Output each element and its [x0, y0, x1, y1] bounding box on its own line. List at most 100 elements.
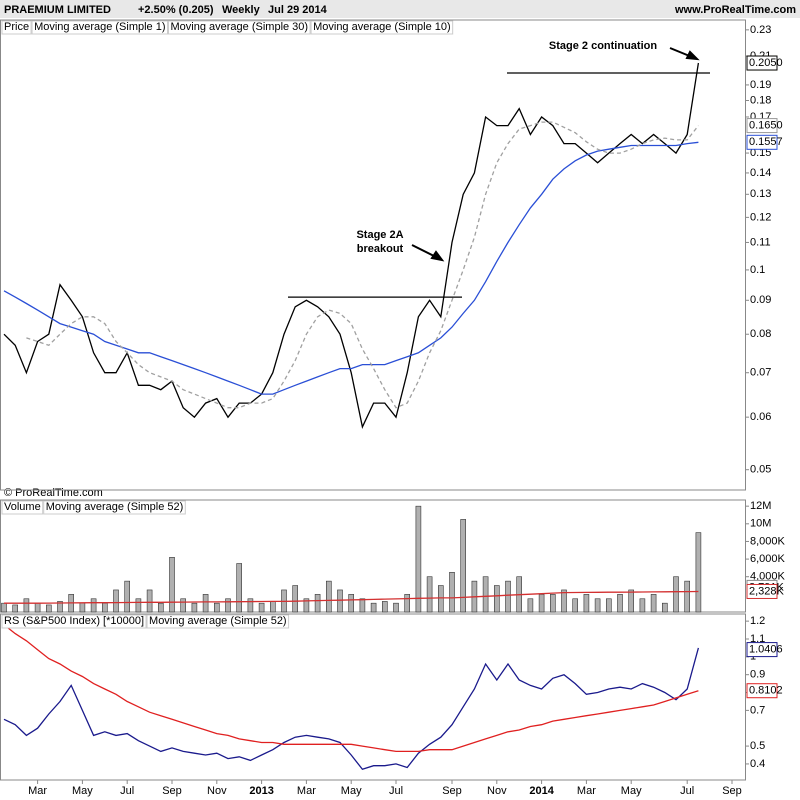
series-line: [4, 590, 699, 604]
x-tick-label: Sep: [442, 785, 462, 797]
volume-bar: [549, 594, 556, 613]
volume-bar: [169, 557, 175, 613]
y-tick-label: 0.1: [750, 264, 765, 276]
volume-bar: [247, 598, 254, 613]
legend-box: [146, 614, 290, 629]
copyright: © ProRealTime.com: [4, 487, 103, 499]
series-line: [3, 141, 699, 395]
value-marker: [746, 55, 778, 71]
legend-label: Volume: [4, 501, 41, 513]
y-tick-label: 8,000K: [750, 535, 786, 547]
y-tick-label: 1.1: [750, 633, 765, 645]
volume-bar: [12, 604, 18, 613]
y-tick-label: 0.13: [750, 188, 771, 200]
y-tick-label: 1.2: [750, 615, 765, 627]
panel-frame: [0, 613, 746, 781]
volume-bar: [180, 598, 186, 613]
series-line: [3, 647, 700, 771]
series-line: [26, 121, 699, 409]
volume-bar: [426, 576, 433, 613]
volume-bar: [617, 594, 623, 613]
x-tick-label: Mar: [577, 785, 596, 797]
volume-bar: [359, 598, 366, 613]
period: Weekly: [222, 4, 261, 16]
x-tick-label: Sep: [162, 785, 182, 797]
legend-label: Moving average (Simple 10): [313, 21, 451, 33]
change: +2.50% (0.205): [138, 4, 214, 16]
volume-bar: [661, 602, 668, 613]
site: www.ProRealTime.com: [674, 4, 796, 16]
legend-box: [310, 20, 454, 35]
x-tick-label: May: [72, 785, 93, 797]
volume-bar: [124, 580, 130, 613]
volume-bar: [1, 602, 7, 613]
legend-label: Price: [4, 21, 29, 33]
volume-bar: [314, 594, 321, 613]
y-tick-label: 0.9: [750, 669, 765, 681]
value-marker-label: 1.0406: [749, 643, 783, 655]
legend-label: Moving average (Simple 30): [171, 21, 309, 33]
x-tick-label: 2013: [249, 785, 273, 797]
volume-bar: [572, 598, 579, 613]
volume-bar: [23, 598, 30, 613]
y-tick-label: 0.23: [750, 24, 771, 36]
y-tick-label: 0.07: [750, 367, 771, 379]
annotation: Stage 2A: [356, 229, 403, 241]
volume-bar: [605, 598, 612, 613]
value-marker-label: 0.1650: [749, 119, 783, 131]
volume-bar: [493, 585, 500, 613]
x-tick-label: Jul: [120, 785, 134, 797]
volume-bar: [538, 594, 545, 613]
x-tick-label: Mar: [297, 785, 316, 797]
value-marker: [746, 642, 778, 658]
volume-bar: [45, 604, 52, 613]
y-tick-label: 0.18: [750, 94, 771, 106]
y-tick-label: 6,000K: [750, 553, 786, 565]
volume-bar: [258, 602, 265, 613]
annotation: Stage 2 continuation: [549, 40, 657, 52]
volume-bar: [370, 602, 377, 613]
x-tick-label: Nov: [487, 785, 507, 797]
volume-bar: [292, 585, 299, 613]
date: Jul 29 2014: [268, 4, 328, 16]
volume-bar: [673, 576, 679, 613]
volume-bar: [57, 601, 63, 613]
legend-box: [168, 20, 311, 35]
arrows: [411, 47, 700, 262]
volume-bar: [460, 519, 467, 613]
legend-box: [31, 20, 169, 35]
volume-bar: [684, 580, 691, 613]
volume-bar: [337, 589, 343, 613]
y-tick-label: 4,000K: [750, 571, 786, 583]
y-tick-label: 12M: [750, 500, 771, 512]
legend-label: Moving average (Simple 52): [149, 615, 287, 627]
volume-bar: [79, 602, 86, 613]
volume-bar: [348, 594, 355, 613]
volume-bar: [437, 585, 444, 613]
panel-frame: [0, 19, 746, 491]
arrow-head: [430, 250, 445, 262]
series-line: [3, 62, 700, 429]
arrow-head: [685, 50, 700, 61]
volume-bar: [191, 602, 198, 613]
y-tick-label: 10M: [750, 518, 771, 530]
legend-box: [43, 500, 186, 515]
volume-bar: [113, 589, 119, 613]
volume-bar: [158, 602, 164, 613]
volume-bar: [135, 598, 142, 613]
legend-box: [1, 20, 32, 35]
header-bar: [0, 0, 800, 18]
legend-label: Moving average (Simple 1): [34, 21, 165, 33]
volume-bar: [695, 532, 702, 613]
value-marker-label: 0.2050: [749, 57, 783, 69]
volume-bar: [303, 598, 310, 613]
legend-label: RS (S&P500 Index) [*10000]: [4, 615, 144, 627]
volume-bar: [225, 598, 231, 613]
volume-bar: [325, 580, 332, 613]
y-tick-label: 0.09: [750, 294, 771, 306]
value-marker-label: 0.1557: [749, 136, 783, 148]
y-tick-label: 0.4: [750, 758, 765, 770]
volume-bar: [236, 563, 242, 613]
x-tick-label: May: [341, 785, 362, 797]
